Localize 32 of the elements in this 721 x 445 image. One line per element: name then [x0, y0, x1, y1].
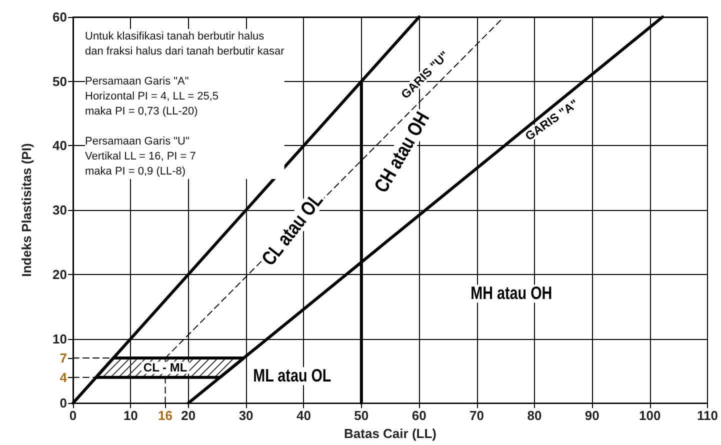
x-tick-label: 0 [69, 408, 77, 424]
x-axis-title: Batas Cair (LL) [344, 426, 436, 441]
x-tick-label: 70 [470, 408, 484, 424]
annotation: CL - ML [143, 360, 188, 375]
x-tick-label: 40 [296, 408, 311, 424]
x-tick-label: 80 [527, 408, 542, 424]
annotation: Untuk klasifikasi tanah berbutir halus dan fraksi halus dari tanah berbutir kasar [85, 30, 285, 58]
x-tick-label: 100 [638, 408, 661, 424]
x-tick-label: 50 [354, 408, 369, 424]
annotation: Persamaan Garis "A" Horizontal PI = 4, LL = 25,5 maka PI = 0,73 (LL-20) [85, 76, 219, 118]
annotation: ML atau OL [253, 366, 332, 386]
y-tick-label: 10 [52, 331, 67, 346]
y-tick-label: 60 [52, 10, 67, 24]
y-tick-label: 20 [52, 266, 67, 282]
annotation: CH atau OH [370, 108, 434, 196]
x-tick-label: 20 [181, 408, 196, 424]
y-tick-label: 40 [52, 138, 67, 154]
y-tick-label: 0 [60, 396, 67, 411]
x-tick-label: 110 [697, 408, 718, 424]
x-tick-label: 10 [123, 408, 138, 424]
x-tick-label: 30 [238, 408, 254, 424]
y-tick-label: 30 [52, 202, 67, 218]
y-tick-label: 7 [60, 350, 67, 366]
annotation: CL atau OL [257, 189, 328, 270]
annotation: Persamaan Garis "U" Vertikal LL = 16, PI = 7 maka PI = 0,9 (LL-8) [85, 136, 196, 178]
y-tick-label: 4 [60, 370, 68, 385]
annotation: MH atau OH [470, 284, 552, 304]
x-tick-label: 16 [158, 408, 173, 424]
x-tick-label: 90 [584, 408, 600, 424]
x-tick-label: 60 [412, 408, 426, 424]
y-tick-label: 50 [52, 74, 67, 89]
y-axis-title: Indeks Plastisitas (PI) [19, 143, 34, 277]
